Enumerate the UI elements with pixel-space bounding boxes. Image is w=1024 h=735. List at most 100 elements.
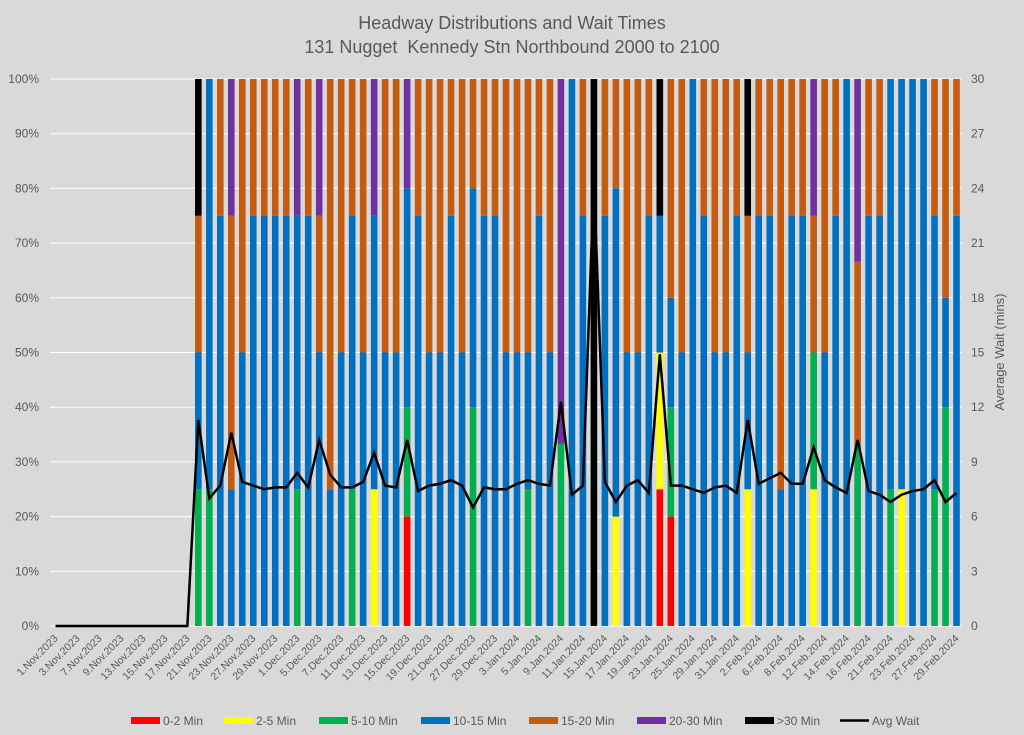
bar-segment-20-30-min — [403, 79, 411, 189]
y2-axis-tick-label: 27 — [971, 127, 985, 141]
bar-segment-15-20-min — [711, 79, 719, 353]
bar-segment-10-15-min — [876, 215, 883, 626]
bar-segment-over-30-min — [744, 79, 752, 216]
bar-segment-10-15-min — [711, 352, 719, 626]
bar-segment-15-20-min — [458, 79, 466, 353]
bar-segment-15-20-min — [524, 79, 532, 353]
bar-segment-10-15-min — [414, 215, 422, 626]
bar-segment-10-15-min — [381, 352, 389, 626]
bar-segment-5-10-min — [931, 489, 938, 626]
y-axis-tick-label: 40% — [15, 400, 39, 414]
bar-segment-2-5-min — [898, 489, 905, 626]
bar-segment-10-15-min — [326, 489, 334, 626]
bar-segment-10-15-min — [337, 352, 345, 626]
legend-item-0-2-min: 0-2 Min — [131, 714, 203, 728]
bar-segment-15-20-min — [469, 79, 477, 189]
bar-segment-10-15-min — [645, 215, 653, 626]
bar-segment-10-15-min — [722, 352, 730, 626]
bar-segment-20-30-min — [557, 79, 565, 444]
bar-segment-15-20-min — [228, 215, 235, 490]
bar-segment-15-20-min — [260, 79, 268, 216]
bar-segment-2-5-min — [656, 352, 664, 490]
bar-segment-15-20-min — [788, 79, 795, 216]
bar-segment-10-15-min — [513, 352, 521, 626]
bar-segment-15-20-min — [579, 79, 587, 216]
bar-segment-15-20-min — [645, 79, 653, 216]
bar-segment-over-30-min — [656, 79, 664, 216]
legend-swatch — [529, 717, 558, 724]
bar-segment-5-10-min — [469, 407, 477, 626]
bar-segment-15-20-min — [348, 79, 356, 216]
bar-segment-2-5-min — [744, 489, 752, 626]
bar-segment-10-15-min — [766, 215, 774, 626]
bar-segment-5-10-min — [854, 443, 861, 626]
bar-segment-10-15-min — [887, 79, 894, 490]
bar-segment-15-20-min — [953, 79, 960, 216]
bar-segment-10-15-min — [843, 79, 850, 626]
bar-segment-15-20-min — [821, 79, 828, 353]
bar-segment-10-15-min — [546, 352, 554, 626]
bar-segment-10-15-min — [821, 352, 828, 626]
bar-segment-15-20-min — [304, 79, 312, 216]
bar-segment-10-15-min — [601, 215, 609, 626]
bar-segment-10-15-min — [579, 215, 587, 626]
y-axis-right: 0 3 6 9 12 15 18 21 24 27 30 — [971, 72, 985, 633]
bar-segment-5-10-min — [195, 489, 202, 626]
y-axis-tick-label: 50% — [15, 346, 39, 360]
bar-segment-10-15-min — [260, 215, 268, 626]
bar-segment-10-15-min — [315, 352, 323, 626]
bar-segment-10-15-min — [920, 79, 927, 626]
bar-segment-15-20-min — [326, 79, 334, 490]
bar-segment-15-20-min — [381, 79, 389, 353]
bar-segment-15-20-min — [777, 79, 784, 490]
bar-segment-5-10-min — [524, 489, 532, 626]
bar-segment-10-15-min — [370, 215, 378, 490]
bar-segment-15-20-min — [865, 79, 872, 216]
chart-title: Headway Distributions and Wait Times — [358, 13, 665, 33]
bar-segment-10-15-min — [524, 352, 532, 490]
bar-segment-10-15-min — [282, 215, 290, 626]
legend-swatch — [421, 717, 450, 724]
bar-segment-15-20-min — [217, 79, 224, 216]
bar-segment-10-15-min — [436, 352, 444, 626]
bar-segment-15-20-min — [810, 215, 817, 353]
bar-segment-5-10-min — [887, 489, 894, 626]
x-axis: 1.Nov.20233.Nov.20237.Nov.20239.Nov.2023… — [15, 633, 962, 684]
legend-item-over-30-min: >30 Min — [745, 714, 820, 728]
y2-axis-tick-label: 18 — [971, 291, 985, 305]
bar-segment-15-20-min — [282, 79, 290, 216]
bar-segment-10-15-min — [689, 79, 697, 626]
bar-segment-10-15-min — [700, 215, 708, 626]
bar-segment-10-15-min — [293, 215, 301, 490]
bar-segment-15-20-min — [502, 79, 510, 353]
bar-segment-20-30-min — [854, 79, 861, 262]
legend-label: Avg Wait — [872, 714, 920, 728]
legend-label: 0-2 Min — [163, 714, 203, 728]
bar-segment-15-20-min — [359, 79, 367, 353]
bar-segment-15-20-min — [931, 79, 938, 216]
legend-item-5-10-min: 5-10 Min — [319, 714, 398, 728]
bar-segment-15-20-min — [195, 215, 202, 353]
bar-segment-10-15-min — [392, 352, 400, 626]
bar-segment-10-15-min — [788, 215, 795, 626]
bar-segment-15-20-min — [733, 79, 741, 216]
bar-segment-15-20-min — [414, 79, 422, 216]
avg-wait-line — [55, 179, 958, 628]
bar-segment-15-20-min — [667, 79, 675, 298]
legend-label: 10-15 Min — [453, 714, 506, 728]
bar-segment-5-10-min — [942, 407, 949, 626]
y-axis-tick-label: 100% — [8, 72, 39, 86]
y2-axis-tick-label: 30 — [971, 72, 985, 86]
legend-item-2-5-min: 2-5 Min — [224, 714, 296, 728]
bar-segment-0-2-min — [667, 516, 675, 626]
bar-segment-2-5-min — [612, 516, 620, 626]
legend-label: 5-10 Min — [351, 714, 398, 728]
bar-segment-10-15-min — [777, 489, 784, 626]
bar-segment-10-15-min — [568, 79, 576, 626]
bar-segment-15-20-min — [623, 79, 631, 353]
y-axis-tick-label: 10% — [15, 564, 39, 578]
bar-segment-10-15-min — [865, 215, 872, 626]
y-axis-tick-label: 60% — [15, 291, 39, 305]
bar-segment-10-15-min — [403, 188, 411, 408]
bar-segment-10-15-min — [271, 215, 279, 626]
